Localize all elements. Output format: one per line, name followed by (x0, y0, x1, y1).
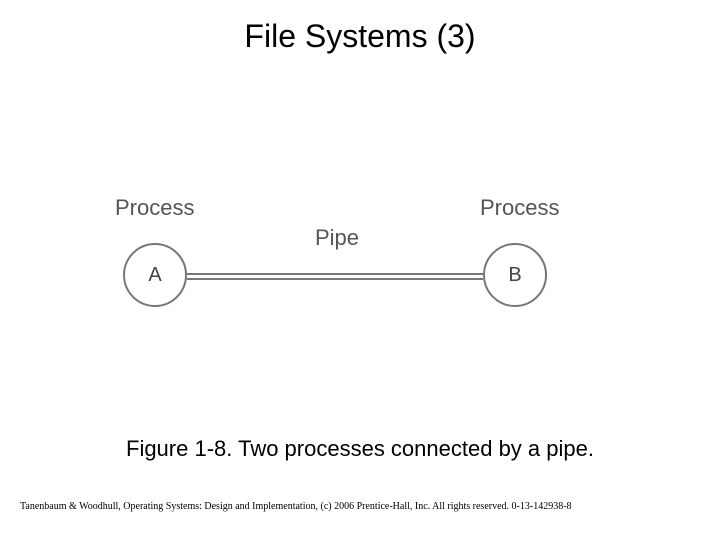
pipe-diagram: Process Process Pipe A B (110, 195, 610, 345)
pipe-label: Pipe (315, 225, 359, 251)
copyright-footer: Tanenbaum & Woodhull, Operating Systems:… (20, 501, 572, 512)
process-node-b: B (483, 243, 547, 307)
process-label-right: Process (480, 195, 559, 221)
pipe-line-top (187, 273, 483, 275)
process-node-a: A (123, 243, 187, 307)
process-label-left: Process (115, 195, 194, 221)
pipe-line-bottom (187, 278, 483, 280)
figure-caption: Figure 1-8. Two processes connected by a… (0, 436, 720, 462)
page-title: File Systems (3) (0, 0, 720, 55)
